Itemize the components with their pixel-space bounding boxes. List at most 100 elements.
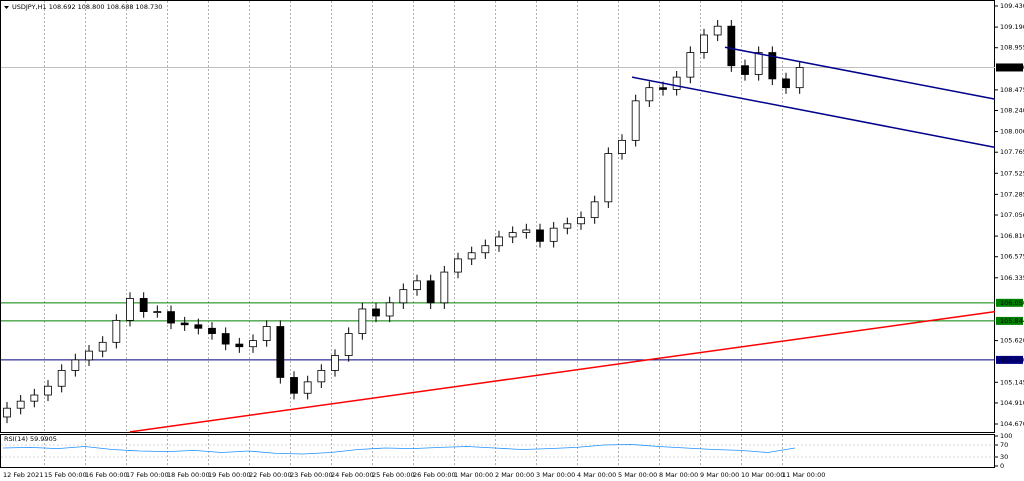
candle-body bbox=[631, 100, 640, 141]
candle-body bbox=[16, 400, 25, 409]
x-tick-label: 26 Feb 00:00 bbox=[413, 471, 456, 479]
trend-line bbox=[724, 46, 996, 100]
candle-body bbox=[126, 298, 134, 321]
y-tick-label: 106.335 bbox=[1000, 274, 1024, 282]
candle-body bbox=[508, 232, 517, 238]
candle-body bbox=[413, 280, 421, 291]
candle-body bbox=[317, 370, 326, 383]
candle-body bbox=[604, 153, 613, 203]
y-tick-label: 105.620 bbox=[1000, 337, 1024, 345]
candle-body bbox=[331, 355, 339, 371]
candle-body bbox=[727, 25, 736, 67]
x-tick-label: 4 Mar 00:00 bbox=[577, 471, 616, 479]
candle-body bbox=[167, 311, 175, 324]
y-tick-label: 109.190 bbox=[1000, 23, 1024, 31]
candle-body bbox=[98, 341, 107, 352]
candle-body bbox=[700, 34, 708, 53]
x-tick-label: 9 Mar 00:00 bbox=[700, 471, 739, 479]
rsi-line bbox=[2, 443, 796, 455]
rsi-tick-label: 100 bbox=[1000, 432, 1012, 440]
candle-body bbox=[577, 217, 585, 225]
y-tick-label: 107.525 bbox=[1000, 169, 1024, 177]
y-tick-label: 108.955 bbox=[1000, 44, 1024, 52]
x-tick-label: 16 Feb 00:00 bbox=[85, 471, 128, 479]
rsi-tick-label: 70 bbox=[1000, 441, 1008, 449]
candle-body bbox=[194, 324, 203, 329]
candle-body bbox=[659, 87, 667, 90]
y-tick-label: 104.910 bbox=[1000, 399, 1024, 407]
candle-body bbox=[344, 333, 353, 356]
price-level-label: 108.730 bbox=[1000, 63, 1024, 71]
rsi-tick-label: 0 bbox=[1000, 462, 1004, 470]
candle-body bbox=[262, 326, 271, 341]
candle-body bbox=[385, 302, 394, 317]
candle-body bbox=[71, 359, 80, 371]
y-tick-label: 105.145 bbox=[1000, 378, 1024, 386]
candle-body bbox=[399, 289, 408, 304]
candle-body bbox=[208, 327, 216, 334]
rsi-title: RSI(14) 59.9905 bbox=[4, 435, 57, 443]
x-tick-label: 25 Feb 00:00 bbox=[372, 471, 415, 479]
candle-body bbox=[85, 350, 93, 361]
candle-body bbox=[180, 322, 189, 326]
main-frame bbox=[0, 0, 995, 433]
y-tick-label: 107.285 bbox=[1000, 190, 1024, 198]
candle-body bbox=[3, 407, 11, 418]
x-tick-label: 2 Mar 00:00 bbox=[495, 471, 534, 479]
y-tick-label: 107.050 bbox=[1000, 211, 1024, 219]
y-tick-label: 107.765 bbox=[1000, 148, 1024, 156]
candle-body bbox=[235, 343, 244, 348]
trend-line bbox=[631, 76, 996, 149]
x-tick-label: 19 Feb 00:00 bbox=[208, 471, 251, 479]
x-tick-label: 15 Feb 00:00 bbox=[44, 471, 87, 479]
y-tick-label: 106.810 bbox=[1000, 232, 1024, 240]
candle-body bbox=[426, 280, 435, 304]
y-tick-label: 108.240 bbox=[1000, 107, 1024, 115]
candle-body bbox=[290, 377, 298, 394]
candle-body bbox=[795, 67, 804, 89]
candle-body bbox=[741, 65, 749, 75]
x-tick-label: 8 Mar 00:00 bbox=[659, 471, 698, 479]
candle-body bbox=[303, 381, 312, 394]
candle-body bbox=[495, 236, 503, 247]
candle-body bbox=[112, 319, 121, 343]
candle-body bbox=[563, 223, 572, 229]
price-level-box bbox=[996, 316, 1023, 325]
candle-body bbox=[782, 78, 790, 89]
trend-line bbox=[129, 310, 996, 433]
x-tick-label: 22 Feb 00:00 bbox=[249, 471, 292, 479]
candle-body bbox=[30, 394, 39, 402]
candle-body bbox=[440, 271, 449, 304]
x-tick-label: 11 Mar 00:00 bbox=[782, 471, 825, 479]
candle-body bbox=[713, 25, 722, 36]
candle-body bbox=[522, 229, 531, 233]
x-tick-label: 5 Mar 00:00 bbox=[618, 471, 657, 479]
candle-body bbox=[467, 252, 476, 260]
candle-body bbox=[44, 385, 52, 396]
chart-title: USDJPY,H1 108.692 108.800 108.688 108.73… bbox=[12, 3, 162, 11]
price-level-label: 105.400 bbox=[1000, 356, 1024, 364]
candle-body bbox=[57, 370, 66, 387]
rsi-frame bbox=[0, 434, 995, 468]
x-tick-label: 1 Mar 00:00 bbox=[454, 471, 493, 479]
y-tick-label: 109.430 bbox=[1000, 2, 1024, 10]
candle-body bbox=[454, 258, 462, 273]
x-tick-label: 18 Feb 00:00 bbox=[167, 471, 210, 479]
candle-body bbox=[139, 298, 148, 312]
candle-body bbox=[221, 333, 230, 345]
x-tick-label: 10 Mar 00:00 bbox=[741, 471, 784, 479]
candle-body bbox=[249, 340, 257, 348]
candle-body bbox=[536, 229, 544, 242]
price-level-label: 105.844 bbox=[1000, 317, 1024, 325]
y-tick-label: 106.575 bbox=[1000, 253, 1024, 261]
candle-body bbox=[768, 52, 777, 80]
y-tick-label: 108.000 bbox=[1000, 128, 1024, 136]
y-tick-label: 104.670 bbox=[1000, 420, 1024, 428]
x-tick-label: 24 Feb 00:00 bbox=[331, 471, 374, 479]
y-tick-label: 108.475 bbox=[1000, 86, 1024, 94]
candle-body bbox=[645, 87, 654, 102]
candle-body bbox=[686, 52, 695, 78]
candle-body bbox=[618, 139, 626, 154]
